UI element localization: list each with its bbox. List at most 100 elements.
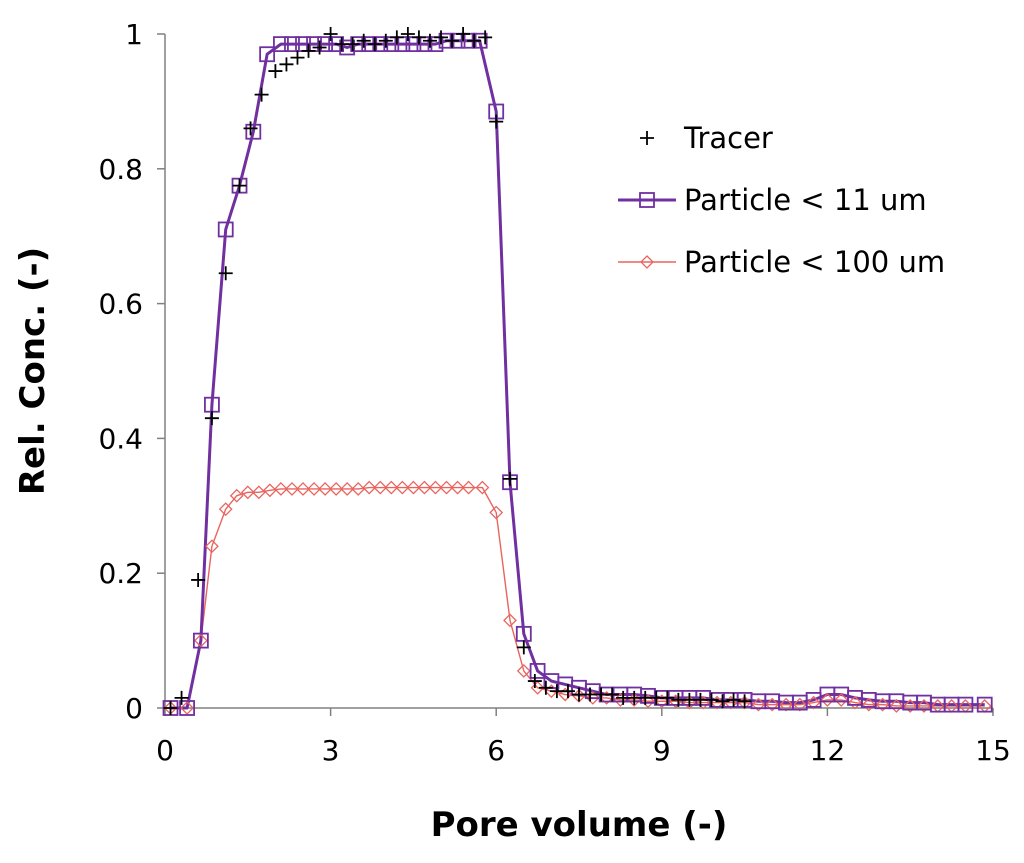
particle-100um-point — [599, 690, 614, 705]
particle-100um-point — [180, 701, 194, 715]
tracer-point — [560, 684, 575, 699]
particle-11um-point — [916, 694, 932, 711]
tracer-point — [243, 121, 258, 136]
particle-100um-point — [329, 482, 344, 496]
particle-100um-point — [544, 684, 559, 699]
tracer-point — [378, 33, 393, 48]
particle-100um-point — [193, 633, 208, 648]
particle-100um-point — [218, 502, 233, 517]
particle-100um-point — [240, 485, 255, 500]
particle-11um-point — [245, 123, 262, 140]
particle-100um-point — [461, 480, 476, 495]
tracer-point — [345, 37, 360, 52]
tracer-point — [715, 694, 730, 709]
particle-100um-point — [340, 482, 355, 496]
tracer-point — [232, 178, 247, 193]
particle-100um-point — [274, 482, 288, 496]
y-tick-label: 1 — [125, 18, 143, 51]
tracer-point — [400, 27, 415, 41]
particle-11um-point — [695, 689, 712, 706]
tracer-point — [301, 43, 316, 58]
tracer-point — [268, 64, 283, 79]
y-axis-title: Rel. Conc. (-) — [13, 247, 53, 495]
tracer-point — [737, 694, 752, 709]
particle-11um-point — [791, 694, 808, 711]
particle-11um-point — [217, 221, 234, 238]
particle-11um-point — [640, 687, 656, 704]
tracer-point — [290, 50, 305, 65]
particle-11um-point — [778, 694, 794, 711]
particle-100um-point — [917, 699, 931, 713]
particle-100um-point — [848, 695, 862, 710]
particle-11um-point — [833, 686, 850, 703]
legend-marker-icon — [639, 192, 655, 208]
tracer-point — [191, 572, 206, 587]
particle-100um-point — [654, 694, 669, 709]
particle-11um-point — [339, 39, 356, 56]
tracer-point — [204, 411, 219, 426]
tracer-point — [516, 640, 531, 655]
particle-11um-point — [764, 693, 781, 710]
particle-100um-point — [417, 480, 432, 495]
tracer-point — [456, 27, 471, 41]
particle-11um-point — [957, 696, 974, 713]
particle-100um-point — [765, 697, 780, 712]
particle-100um-point — [516, 664, 531, 678]
tracer-point — [254, 87, 269, 102]
particle-100um-point — [806, 695, 821, 710]
tracer-point — [434, 30, 448, 45]
particle-11um-point — [584, 683, 601, 700]
y-tick-label: 0.8 — [98, 153, 143, 186]
particle-100um-point — [251, 485, 266, 500]
particle-100um-point — [296, 482, 310, 496]
tracer-point — [660, 690, 675, 705]
particle-100um-point — [475, 480, 490, 495]
particle-11um-point — [805, 692, 822, 708]
plot-area: 0 3 6 9 12 15 0 0.2 0.4 0.6 0.8 1 — [98, 18, 1010, 767]
x-tick-label: 0 — [156, 734, 174, 767]
tracer-point — [163, 701, 178, 715]
particle-100um-point — [779, 697, 793, 712]
particle-100um-point — [903, 699, 918, 713]
particle-100um-point — [384, 480, 399, 495]
particle-11um-point — [179, 700, 195, 716]
particle-100um-point — [362, 480, 377, 495]
particle-100um-point — [450, 480, 465, 495]
tracer-point — [503, 471, 517, 486]
x-tick-label: 12 — [810, 734, 846, 767]
particle-100um-point — [428, 480, 443, 495]
tracer-point — [538, 680, 553, 695]
particle-100um-point — [751, 697, 766, 712]
x-tick-label: 6 — [487, 734, 505, 767]
particle-100um-point — [585, 690, 600, 705]
particle-100um-point — [792, 697, 807, 712]
particle-11um-point — [284, 36, 300, 53]
y-tick-label: 0.4 — [98, 422, 143, 455]
particle-100um-point — [373, 480, 388, 495]
legend-label: Particle < 100 um — [684, 245, 945, 279]
particle-11um-point — [515, 625, 532, 642]
particle-11um-point — [929, 696, 946, 713]
legend-marker-icon — [640, 255, 654, 269]
tracer-point — [367, 37, 382, 52]
legend-label: Particle < 11 um — [684, 183, 927, 217]
particle-11um-point — [192, 632, 209, 649]
particle-100um-point — [875, 697, 890, 712]
particle-100um-point — [307, 482, 321, 496]
legend-label: Tracer — [683, 121, 773, 155]
particle-100um-point — [439, 480, 454, 495]
particle-11um-point — [874, 693, 891, 710]
x-axis-title: Pore volume (-) — [431, 805, 728, 845]
particle-100um-point — [641, 694, 655, 709]
tracer-point — [174, 690, 189, 705]
particle-100um-point — [229, 488, 244, 503]
particle-11um-point — [976, 696, 993, 713]
tracer-point — [323, 27, 338, 41]
particle-100um-point — [406, 480, 421, 495]
particle-100um-point — [318, 482, 332, 496]
tracer-point — [445, 33, 460, 48]
tracer-point — [279, 57, 294, 72]
legend: Tracer Particle < 11 um Particle < 100 um — [618, 121, 945, 279]
particle-11um-point — [273, 36, 289, 53]
